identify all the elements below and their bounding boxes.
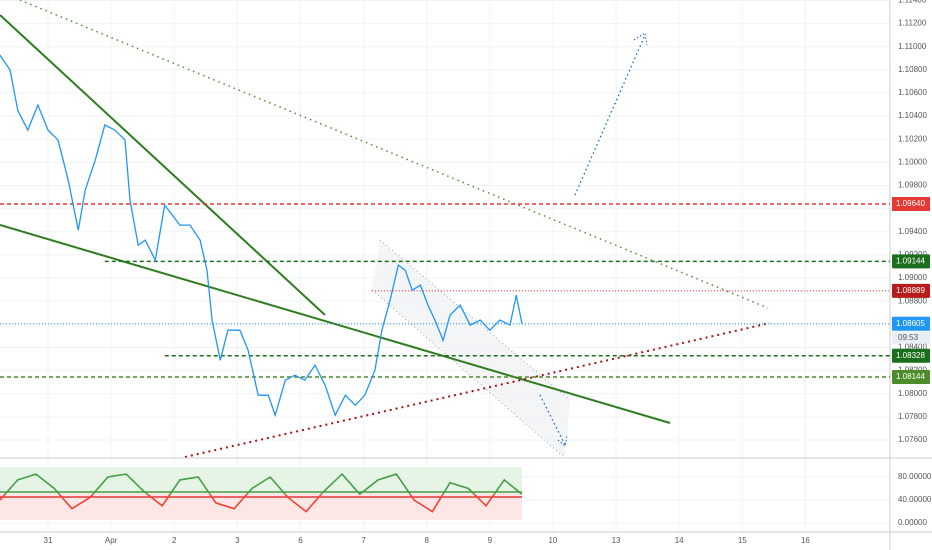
- price-tag-label: 1.08328: [896, 351, 925, 360]
- x-tick-label: 16: [801, 536, 810, 545]
- y-tick-label: 1.11400: [898, 0, 927, 5]
- x-tick-label: 13: [612, 536, 621, 545]
- x-tick-label: 3: [235, 536, 240, 545]
- projection-arrow: [574, 34, 646, 196]
- overbought-band: [0, 467, 523, 492]
- trend-line: [0, 14, 326, 316]
- y-tick-label: 1.09000: [898, 273, 927, 282]
- price-tag: [892, 197, 930, 212]
- y-tick-label: 1.08400: [898, 343, 927, 352]
- x-tick-label: 8: [424, 536, 429, 545]
- x-tick-label: 7: [361, 536, 366, 545]
- y-tick-label: 1.11000: [898, 42, 927, 51]
- x-tick-label: 2: [172, 536, 177, 545]
- y-tick-label: 40.00000: [898, 495, 932, 504]
- price-tag-label: 1.09144: [896, 256, 925, 265]
- y-tick-label: 80.00000: [898, 472, 932, 481]
- price-tag-label: 1.08144: [896, 372, 925, 381]
- countdown-tag: [892, 331, 930, 344]
- projection-arrow: [539, 394, 566, 446]
- y-tick-label: 1.08000: [898, 389, 927, 398]
- trend-line: [184, 322, 771, 458]
- y-tick-label: 1.09400: [898, 227, 927, 236]
- arrow-head: [633, 32, 648, 46]
- oversold-band: [0, 492, 523, 520]
- y-tick-label: 1.09800: [898, 181, 927, 190]
- y-tick-label: 1.10400: [898, 111, 927, 120]
- price-tag: [892, 348, 930, 363]
- price-tag-label: 1.08605: [896, 319, 925, 328]
- price-tag: [892, 316, 930, 331]
- y-tick-label: 1.07600: [898, 435, 927, 444]
- y-tick-label: 1.10000: [898, 157, 927, 166]
- price-line: [0, 54, 523, 418]
- price-tag-label: 1.09640: [896, 199, 925, 208]
- x-tick-label: 31: [44, 536, 53, 545]
- y-tick-label: 1.10800: [898, 65, 927, 74]
- countdown: 09:53: [898, 333, 919, 342]
- x-tick-label: 14: [675, 536, 684, 545]
- oscillator-line: [0, 494, 523, 513]
- oscillator-line: [3, 472, 523, 495]
- x-tick-label: 9: [488, 536, 493, 545]
- y-tick-label: 1.10200: [898, 134, 927, 143]
- y-tick-label: 0.00000: [898, 518, 927, 527]
- y-tick-label: 1.07800: [898, 412, 927, 421]
- y-tick-label: 1.11200: [898, 19, 927, 28]
- price-tag-label: 1.08889: [896, 286, 925, 295]
- price-tag: [892, 254, 930, 269]
- x-tick-label: 15: [738, 536, 747, 545]
- y-tick-label: 1.08800: [898, 296, 927, 305]
- y-tick-label: 1.10600: [898, 88, 927, 97]
- price-tag: [892, 370, 930, 385]
- trend-line: [0, 224, 671, 424]
- channel-fill: [372, 240, 570, 458]
- x-tick-label: 6: [298, 536, 303, 545]
- x-tick-label: Apr: [105, 536, 118, 545]
- x-tick-label: 10: [548, 536, 557, 545]
- price-tag: [892, 283, 930, 298]
- channel-line: [379, 239, 571, 401]
